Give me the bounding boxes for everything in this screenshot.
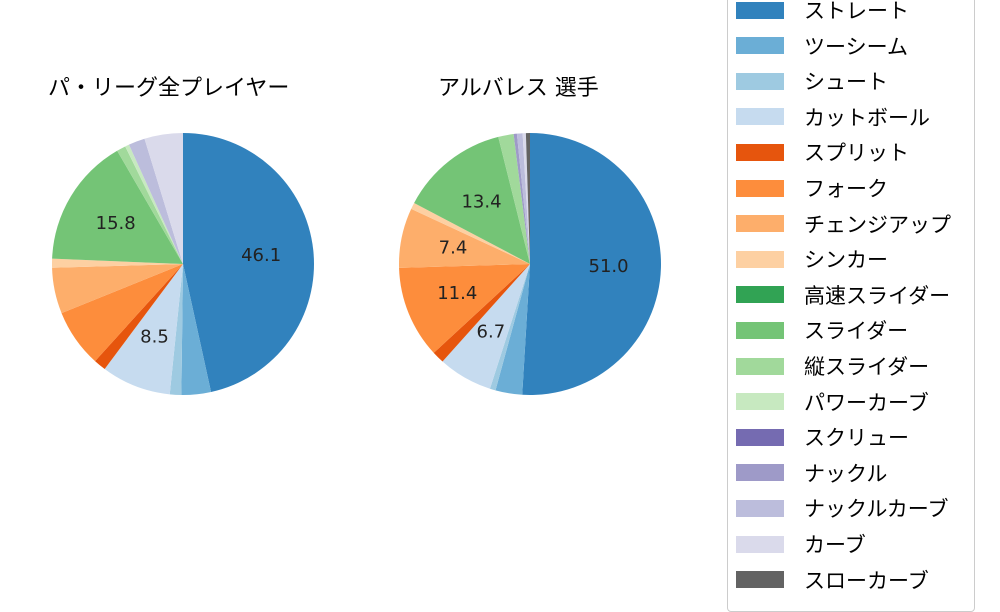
pie-slice-1-13 bbox=[513, 133, 530, 264]
legend-swatch bbox=[736, 499, 784, 517]
pie-slice-0-6 bbox=[52, 264, 183, 314]
legend-item: シュート bbox=[736, 66, 888, 96]
chart-title-league: パ・リーグ全プレイヤー bbox=[48, 76, 290, 101]
legend-label: 高速スライダー bbox=[804, 283, 951, 308]
legend-item: フォーク bbox=[736, 173, 888, 203]
pie-data-label-1-9: 13.4 bbox=[461, 192, 501, 213]
legend-swatch bbox=[736, 571, 784, 589]
legend-item: チェンジアップ bbox=[736, 209, 951, 239]
pie-slice-0-0 bbox=[183, 133, 315, 392]
legend: ストレートツーシームシュートカットボール スプリットフォークチェンジアップ シンカー… bbox=[727, 0, 975, 612]
pie-slice-0-9 bbox=[52, 150, 184, 264]
legend-item: 縦スライダー bbox=[736, 351, 929, 381]
legend-swatch bbox=[736, 215, 784, 233]
pie-data-label-0-0: 46.1 bbox=[241, 245, 281, 266]
pie-slice-0-5 bbox=[61, 264, 184, 362]
pie-slice-0-14 bbox=[128, 138, 183, 264]
pie-slice-1-9 bbox=[414, 136, 530, 264]
legend-item: ストレート bbox=[736, 0, 909, 25]
legend-label: ツーシーム bbox=[804, 34, 908, 59]
pie-slice-1-3 bbox=[442, 264, 530, 389]
legend-label: カットボール bbox=[804, 105, 930, 130]
pie-slice-1-1 bbox=[495, 264, 530, 395]
pie-slice-0-1 bbox=[181, 264, 212, 395]
legend-item: スローカーブ bbox=[736, 565, 929, 595]
legend-item: カットボール bbox=[736, 102, 930, 132]
legend-label: スプリット bbox=[804, 141, 909, 166]
legend-item: スクリュー bbox=[736, 422, 909, 452]
legend-swatch bbox=[736, 143, 784, 161]
pie-slice-1-14 bbox=[516, 133, 530, 264]
pie-slice-1-2 bbox=[489, 264, 530, 391]
legend-swatch bbox=[736, 250, 784, 268]
legend-label: ストレート bbox=[804, 0, 909, 23]
legend-swatch bbox=[736, 464, 784, 482]
legend-label: フォーク bbox=[804, 177, 888, 201]
pie-slice-0-15 bbox=[144, 133, 183, 264]
pie-slice-0-3 bbox=[104, 264, 183, 395]
legend-swatch bbox=[736, 357, 784, 375]
legend-item: ツーシーム bbox=[736, 31, 908, 61]
pie-slice-0-10 bbox=[117, 146, 183, 264]
pie-data-label-1-0: 51.0 bbox=[589, 256, 629, 277]
legend-swatch bbox=[736, 428, 784, 446]
legend-swatch bbox=[736, 108, 784, 126]
legend-swatch bbox=[736, 1, 784, 19]
pie-slice-1-6 bbox=[399, 208, 530, 268]
legend-label: パワーカーブ bbox=[804, 390, 929, 415]
legend-item: スライダー bbox=[736, 315, 908, 345]
legend-label: スクリュー bbox=[804, 426, 909, 451]
pie-data-label-1-3: 6.7 bbox=[477, 322, 506, 343]
legend-item: ナックルカーブ bbox=[736, 493, 948, 523]
pie-slice-1-16 bbox=[525, 133, 530, 264]
legend-label: 縦スライダー bbox=[804, 355, 930, 379]
pie-charts: 46.1 8.5 15.8 51.0 6.711.4 7.4 13.4 bbox=[52, 133, 662, 395]
legend-label: スローカーブ bbox=[804, 568, 929, 593]
legend-label: スライダー bbox=[804, 319, 909, 344]
legend-label: ナックル bbox=[804, 461, 888, 486]
legend-item: 高速スライダー bbox=[736, 280, 950, 310]
pie-slice-0-4 bbox=[95, 264, 183, 369]
legend-label: シンカー bbox=[804, 248, 888, 273]
legend-item: パワーカーブ bbox=[736, 387, 929, 417]
legend-label: ナックルカーブ bbox=[804, 497, 949, 522]
legend-item: ナックル bbox=[736, 458, 887, 488]
legend-item: シンカー bbox=[736, 244, 888, 274]
pie-data-label-1-6: 7.4 bbox=[439, 238, 468, 259]
pie-slice-0-7 bbox=[52, 258, 183, 268]
pie-data-label-1-5: 11.4 bbox=[437, 283, 477, 304]
legend-swatch bbox=[736, 321, 784, 339]
legend-swatch bbox=[736, 37, 784, 55]
pie-slice-1-15 bbox=[522, 133, 530, 264]
pie-slice-1-5 bbox=[399, 264, 530, 353]
pie-slice-0-2 bbox=[169, 264, 183, 395]
pie-data-label-0-9: 15.8 bbox=[96, 213, 136, 234]
pie-slice-1-7 bbox=[411, 202, 530, 264]
legend-label: シュート bbox=[804, 70, 888, 95]
legend-item: カーブ bbox=[736, 529, 866, 559]
pie-data-label-0-3: 8.5 bbox=[140, 327, 169, 348]
legend-swatch bbox=[736, 535, 784, 553]
pie-slice-0-11 bbox=[125, 144, 183, 264]
legend-item: スプリット bbox=[736, 137, 909, 167]
legend-swatch bbox=[736, 72, 784, 90]
legend-swatch bbox=[736, 286, 784, 304]
pie-slice-1-4 bbox=[433, 264, 530, 362]
legend-swatch bbox=[736, 179, 784, 197]
legend-swatch bbox=[736, 393, 784, 411]
legend-label: カーブ bbox=[804, 533, 866, 557]
legend-label: チェンジアップ bbox=[804, 212, 951, 237]
chart-title-player: アルバレス 選手 bbox=[438, 76, 599, 101]
pie-slice-1-0 bbox=[522, 133, 662, 395]
pie-slice-1-10 bbox=[498, 134, 530, 264]
